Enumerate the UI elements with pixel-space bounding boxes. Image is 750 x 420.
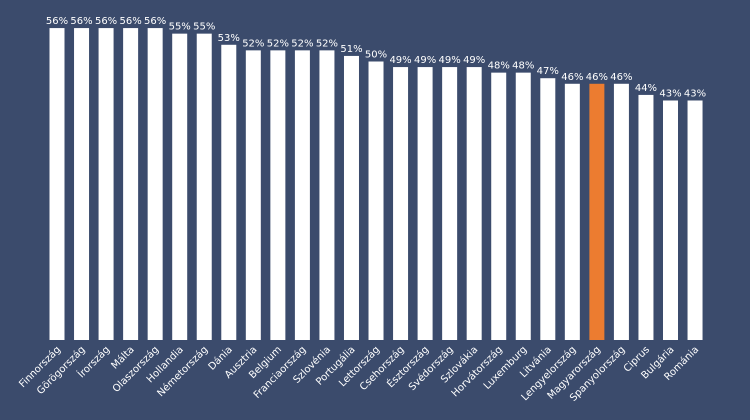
value-label: 55% — [169, 22, 191, 33]
value-label: 52% — [242, 38, 264, 49]
value-label: 56% — [144, 16, 166, 27]
value-label: 52% — [267, 38, 289, 49]
value-label: 49% — [439, 55, 461, 66]
bar — [466, 67, 482, 340]
bar — [74, 28, 90, 341]
value-label: 56% — [46, 16, 68, 27]
value-label: 53% — [218, 33, 240, 44]
bar — [221, 44, 237, 340]
bar — [540, 78, 556, 341]
bar — [123, 28, 139, 341]
bar — [417, 67, 433, 340]
bar — [491, 72, 507, 340]
bar — [589, 83, 605, 340]
bar — [663, 100, 678, 341]
value-label: 48% — [512, 61, 534, 72]
bar — [613, 83, 629, 340]
bar — [98, 28, 114, 341]
value-label: 49% — [414, 55, 436, 66]
value-label: 43% — [659, 88, 681, 99]
bar — [147, 28, 163, 341]
value-label: 56% — [70, 16, 92, 27]
bar — [393, 67, 409, 340]
bar — [319, 50, 335, 341]
value-label: 46% — [586, 72, 608, 83]
bar — [564, 83, 580, 340]
bar — [368, 61, 384, 340]
bar — [343, 55, 359, 341]
value-label: 46% — [561, 72, 583, 83]
value-label: 43% — [684, 88, 706, 99]
value-label: 48% — [488, 61, 510, 72]
value-label: 47% — [537, 66, 559, 77]
value-label: 50% — [365, 50, 387, 61]
value-label: 55% — [193, 22, 215, 33]
value-label: 51% — [340, 44, 362, 55]
bar — [638, 94, 654, 340]
bar — [515, 72, 531, 340]
bar — [687, 100, 703, 341]
value-label: 49% — [389, 55, 411, 66]
bar — [196, 33, 212, 341]
bar — [270, 50, 286, 341]
value-label: 49% — [463, 55, 485, 66]
bar — [245, 50, 261, 341]
value-label: 52% — [291, 38, 313, 49]
bar — [172, 33, 188, 341]
bar — [49, 28, 65, 341]
value-label: 56% — [120, 16, 142, 27]
bar — [294, 50, 310, 341]
value-label: 46% — [610, 72, 632, 83]
value-label: 52% — [316, 38, 338, 49]
value-label: 44% — [635, 83, 657, 94]
bar — [442, 67, 458, 340]
value-label: 56% — [95, 16, 117, 27]
